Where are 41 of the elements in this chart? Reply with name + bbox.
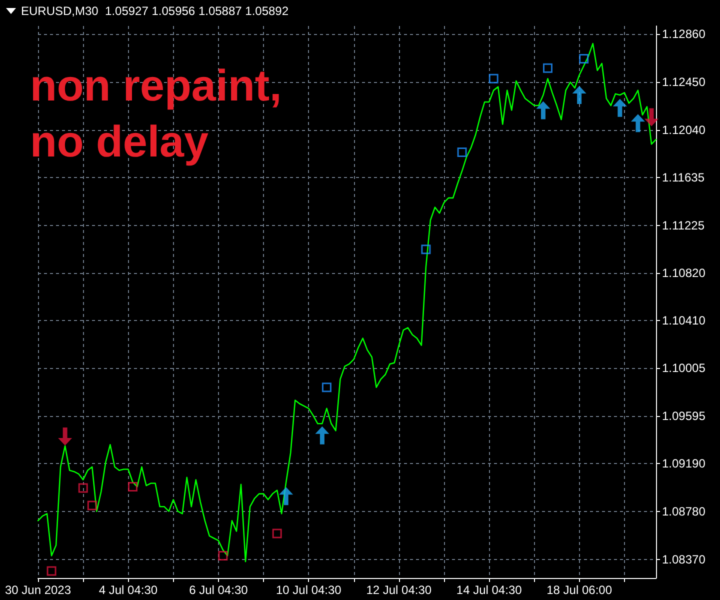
y-tick-label: 1.08370 — [662, 552, 706, 566]
point — [644, 108, 658, 126]
x-tick-label: 4 Jul 04:30 — [98, 583, 158, 597]
y-tick-label: 1.11225 — [662, 218, 705, 232]
point — [279, 487, 294, 506]
point — [128, 482, 138, 492]
y-tick-label: 1.12040 — [662, 123, 706, 138]
y-tick-label: 1.09190 — [662, 456, 706, 470]
x-tick-label: 10 Jul 04:30 — [276, 583, 342, 597]
point — [46, 566, 56, 576]
annotation: non repaint, no delay — [30, 62, 294, 166]
point — [218, 551, 228, 561]
y-tick-label: 1.10820 — [662, 266, 706, 280]
point — [572, 86, 586, 104]
point — [457, 148, 467, 158]
y-tick-label: 1.09595 — [662, 409, 706, 424]
point — [612, 98, 627, 117]
point — [78, 483, 88, 493]
y-tick-label: 1.12860 — [662, 27, 706, 42]
point — [315, 426, 330, 444]
point — [536, 101, 550, 120]
point — [421, 244, 431, 254]
point — [579, 54, 589, 64]
point — [272, 528, 282, 538]
point — [87, 500, 97, 510]
point — [58, 427, 72, 446]
y-tick-label: 1.11635 — [662, 170, 705, 184]
point — [630, 114, 645, 132]
x-tick-label: 6 Jul 04:30 — [189, 583, 248, 597]
point — [488, 74, 498, 84]
y-tick-label: 1.12450 — [662, 75, 706, 90]
x-tick-label: 14 Jul 04:30 — [456, 583, 522, 597]
point — [542, 63, 552, 73]
y-tick-label: 1.10410 — [662, 314, 706, 328]
x-tick-label: 12 Jul 04:30 — [366, 583, 432, 597]
x-tick-label: 30 Jun 2023 — [4, 583, 72, 597]
y-tick-label: 1.08780 — [662, 504, 706, 518]
point — [322, 382, 332, 392]
chart-title: EURUSD,M30 1.05927 1.05956 1.05887 1.05892 — [21, 4, 289, 18]
x-tick-label: 18 Jul 06:00 — [546, 583, 612, 597]
y-tick-label: 1.10005 — [662, 361, 706, 376]
